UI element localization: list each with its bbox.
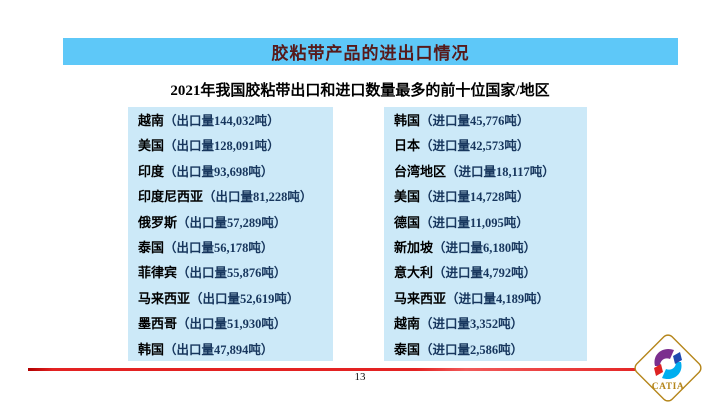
quantity-detail: （出口量128,091吨） [164,139,280,154]
country-name: 印度尼西亚 [138,189,204,205]
import-list-item: 意大利（进口量4,792吨） [394,260,587,285]
export-list-item: 印度尼西亚（出口量81,228吨） [138,184,333,209]
logo-navy-shape [673,352,682,364]
quantity-detail: （进口量2,586吨） [420,342,524,357]
export-list-item: 印度（出口量93,698吨） [138,159,333,184]
country-name: 德国 [394,214,421,230]
import-list-item: 马来西亚（进口量4,189吨） [394,286,587,311]
country-name: 俄罗斯 [138,214,178,230]
country-name: 泰国 [394,341,421,357]
import-list-item: 新加坡（进口量6,180吨） [394,235,587,260]
quantity-detail: （进口量42,573吨） [420,139,530,154]
export-list-item: 墨西哥（出口量51,930吨） [138,311,333,336]
quantity-detail: （出口量56,178吨） [164,240,274,255]
country-name: 泰国 [138,239,165,255]
quantity-detail: （出口量51,930吨） [177,317,287,332]
import-list-item: 越南（进口量3,352吨） [394,311,587,336]
quantity-detail: （进口量18,117吨） [446,164,555,179]
export-list-item: 俄罗斯（出口量57,289吨） [138,210,333,235]
page-number: 13 [354,371,366,383]
country-name: 韩国 [394,113,421,128]
import-list-item: 韩国（进口量45,776吨） [394,108,587,133]
export-list-item: 韩国（出口量47,894吨） [138,337,333,362]
export-data-box: 越南（出口量144,032吨） 美国（出口量128,091吨） 印度（出口量93… [128,107,333,361]
import-list-item: 德国（进口量11,095吨） [394,210,587,235]
import-list-item: 日本（进口量42,573吨） [394,133,587,158]
country-name: 马来西亚 [138,290,191,306]
quantity-detail: （进口量14,728吨） [420,190,530,205]
country-name: 意大利 [394,265,434,281]
export-list-item: 泰国（出口量56,178吨） [138,235,333,260]
import-list-item: 台湾地区（进口量18,117吨） [394,159,587,184]
quantity-detail: （进口量4,189吨） [446,291,550,306]
logo-text: CATIA [652,382,684,392]
country-name: 越南 [394,316,421,332]
country-name: 美国 [138,138,165,154]
country-name: 台湾地区 [394,163,447,179]
country-name: 韩国 [138,341,165,357]
catia-logo-icon: CATIA [634,334,702,402]
export-list-item: 菲律宾（出口量55,876吨） [138,260,333,285]
quantity-detail: （进口量3,352吨） [420,317,524,332]
country-name: 马来西亚 [394,290,447,306]
country-name: 墨西哥 [138,316,178,332]
quantity-detail: （进口量11,095吨） [420,215,529,230]
quantity-detail: （出口量81,228吨） [203,190,313,205]
country-name: 新加坡 [394,239,434,255]
quantity-detail: （进口量4,792吨） [433,266,537,281]
country-name: 越南 [138,113,165,128]
export-list-item: 马来西亚（出口量52,619吨） [138,286,333,311]
country-name: 美国 [394,189,421,205]
import-list-item: 泰国（进口量2,586吨） [394,337,587,362]
quantity-detail: （进口量6,180吨） [433,240,537,255]
import-list-item: 美国（进口量14,728吨） [394,184,587,209]
quantity-detail: （出口量93,698吨） [164,164,274,179]
quantity-detail: （进口量45,776吨） [420,114,530,128]
logo-red-shape [654,364,663,376]
country-name: 印度 [138,163,165,179]
quantity-detail: （出口量55,876吨） [177,266,287,281]
country-name: 菲律宾 [138,265,178,281]
quantity-detail: （出口量144,032吨） [164,114,280,128]
logo-blue-shape [662,362,682,380]
quantity-detail: （出口量52,619吨） [190,291,300,306]
slide-title-bar: 胶粘带产品的进出口情况 [63,38,678,65]
import-data-box: 韩国（进口量45,776吨） 日本（进口量42,573吨） 台湾地区（进口量18… [384,107,587,361]
footer-divider-line [28,368,653,371]
export-list-item: 越南（出口量144,032吨） [138,108,333,133]
country-name: 日本 [394,138,421,154]
export-list-item: 美国（出口量128,091吨） [138,133,333,158]
slide-subtitle: 2021年我国胶粘带出口和进口数量最多的前十位国家/地区 [170,83,550,99]
logo-purple-shape [654,348,674,366]
slide-title: 胶粘带产品的进出口情况 [271,44,470,63]
quantity-detail: （出口量47,894吨） [164,342,274,357]
quantity-detail: （出口量57,289吨） [177,215,287,230]
logo-diamond-border [634,334,702,402]
